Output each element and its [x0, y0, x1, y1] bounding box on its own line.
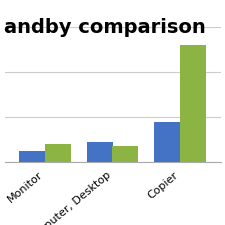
Bar: [154, 122, 180, 162]
Bar: [45, 144, 71, 162]
Bar: [87, 142, 112, 162]
Bar: [112, 146, 138, 162]
Bar: [180, 45, 206, 162]
Text: andby comparison: andby comparison: [4, 18, 206, 37]
Bar: [19, 151, 45, 162]
